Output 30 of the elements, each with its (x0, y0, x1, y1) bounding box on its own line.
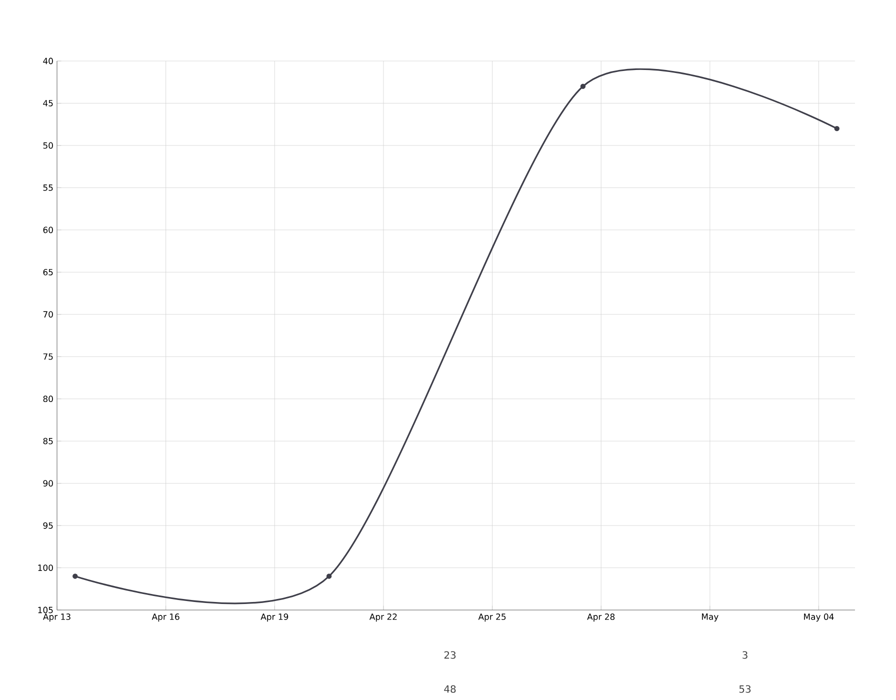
y-tick-label: 70 (43, 311, 53, 318)
y-tick-label: 85 (43, 438, 53, 444)
x-tick-label: Apr 19 (260, 614, 288, 622)
text: 53 (739, 685, 751, 693)
y-tick-label: 50 (43, 142, 53, 149)
y-tick-label: 40 (43, 58, 53, 64)
text: 3 (742, 651, 748, 659)
x-tick-label: Apr 25 (478, 614, 506, 622)
y-tick-label: 100 (38, 564, 53, 571)
x-tick-label: Apr 16 (152, 614, 180, 622)
y-tick-label: 75 (43, 353, 53, 360)
y-tick-label: 65 (43, 268, 53, 276)
x-tick-label: May (702, 614, 718, 622)
point (834, 126, 840, 132)
y-tick-label: 105 (38, 606, 53, 614)
x-tick-label: Apr 28 (587, 614, 615, 622)
point (72, 574, 78, 579)
y-tick-label: 80 (43, 396, 53, 402)
x-tick-label: May 04 (804, 614, 834, 622)
x-tick-label: Apr 13 (43, 614, 70, 622)
text: 23 (444, 651, 456, 659)
y-tick-label: 45 (43, 100, 53, 106)
y-tick-label: 90 (43, 480, 53, 487)
point (580, 84, 586, 89)
x-tick-label: Apr 22 (369, 614, 397, 622)
text: 48 (444, 685, 456, 693)
y-tick-label: 55 (43, 184, 53, 191)
y-tick-label: 60 (43, 226, 53, 234)
y-tick-label: 95 (43, 522, 53, 529)
point (326, 574, 332, 579)
